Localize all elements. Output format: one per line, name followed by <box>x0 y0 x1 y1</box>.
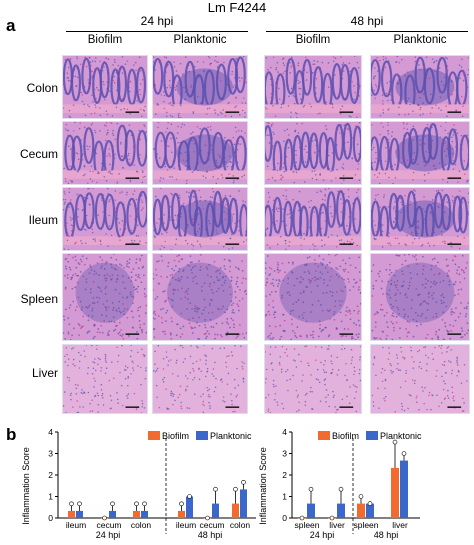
chart1-category-label-24hpi-colon: colon <box>131 520 152 530</box>
chart1-category-label-48hpi-ileum: ileum <box>176 520 196 530</box>
chart1-group-label-24hpi: 24 hpi <box>96 530 121 540</box>
chart1-category-label-24hpi-cecum: cecum <box>96 520 121 530</box>
chart1-bar-planktonic-48hpi-ileum <box>186 496 193 518</box>
chart2-group-label-24hpi: 24 hpi <box>310 530 335 540</box>
chart1-ylabel: Inflammation Score <box>21 447 31 525</box>
col-head-biofilm-48: Biofilm <box>295 34 331 46</box>
chart1-category-label-48hpi-colon: colon <box>230 520 251 530</box>
histology-image-liver-planktonic-24 <box>152 344 248 414</box>
chart1-legend-swatch-biofilm <box>148 431 160 440</box>
chart1-legend-swatch-planktonic <box>196 431 208 440</box>
chart1-bar-biofilm-24hpi-ileum <box>68 510 75 518</box>
row-label-ileum: Ileum <box>28 213 58 227</box>
histology-image-liver-planktonic-48 <box>370 344 470 414</box>
row-label-cecum: Cecum <box>19 147 58 161</box>
chart1-legend-label-biofilm: Biofilm <box>162 431 189 441</box>
chart1-group-label-48hpi: 48 hpi <box>198 530 223 540</box>
timepoint-48-rule <box>266 31 468 32</box>
panel-b-letter: b <box>6 425 17 444</box>
chart1-category-label-48hpi-cecum: cecum <box>199 520 224 530</box>
chart2-legend-label-biofilm: Biofilm <box>332 431 359 441</box>
chart1-ytick-label-2: 2 <box>48 470 53 480</box>
histology-image-liver-biofilm-24 <box>62 344 148 414</box>
chart2-category-label-24hpi-spleen: spleen <box>294 520 319 530</box>
chart2-bar-planktonic-24hpi-spleen <box>307 503 315 518</box>
chart2-legend-label-planktonic: Planktonic <box>380 431 422 441</box>
chart1-bar-planktonic-24hpi-colon <box>141 510 148 518</box>
col-head-planktonic-48: Planktonic <box>393 34 447 46</box>
strain-title: Lm F4244 <box>207 0 267 15</box>
chart2-bar-biofilm-48hpi-liver <box>391 467 399 518</box>
chart1-bar-biofilm-24hpi-colon <box>133 510 140 518</box>
histology-image-cecum-planktonic-48 <box>370 121 470 185</box>
histology-image-ileum-planktonic-24 <box>152 187 248 251</box>
chart1-bar-biofilm-48hpi-ileum <box>178 510 185 518</box>
chart1-bar-biofilm-48hpi-colon <box>232 503 239 518</box>
chart2-legend-swatch-biofilm <box>318 431 330 440</box>
chart2-ytick-label-2: 2 <box>282 470 287 480</box>
histology-image-colon-biofilm-48 <box>264 55 362 119</box>
row-label-liver: Liver <box>31 366 58 380</box>
chart1-bar-planktonic-48hpi-colon <box>240 489 247 518</box>
histology-image-ileum-biofilm-48 <box>264 187 362 251</box>
histology-image-cecum-biofilm-24 <box>62 121 148 185</box>
chart2-bar-planktonic-48hpi-liver <box>400 460 408 518</box>
histology-image-liver-biofilm-48 <box>264 344 362 414</box>
panel-b-charts: Inflammation Score 0 1 2 3 4 Biofilm Plankto… <box>21 427 422 540</box>
histology-image-spleen-planktonic-48 <box>370 253 470 341</box>
chart2-bar-planktonic-24hpi-liver <box>337 503 345 518</box>
histology-image-ileum-biofilm-24 <box>62 187 148 251</box>
chart2-category-label-48hpi-spleen: spleen <box>353 520 378 530</box>
chart1-category-label-24hpi-ileum: ileum <box>66 520 86 530</box>
histology-image-colon-planktonic-48 <box>370 55 470 119</box>
histology-image-cecum-biofilm-48 <box>264 121 362 185</box>
chart1-legend: Biofilm Planktonic <box>148 431 252 441</box>
histology-image-spleen-planktonic-24 <box>152 253 248 341</box>
chart1-legend-label-planktonic: Planktonic <box>210 431 252 441</box>
chart1-ytick-label-4: 4 <box>48 427 53 437</box>
chart2-legend: Biofilm Planktonic <box>318 431 422 441</box>
chart2-ytick-label-3: 3 <box>282 449 287 459</box>
chart2-ytick-label-4: 4 <box>282 427 287 437</box>
chart2-bar-planktonic-48hpi-spleen <box>366 503 374 518</box>
chart2-bar-biofilm-48hpi-spleen <box>357 503 365 518</box>
chart2-group-label-48hpi: 48 hpi <box>374 530 399 540</box>
chart2-category-label-24hpi-liver: liver <box>329 520 345 530</box>
timepoint-48-header: 48 hpi <box>350 14 384 28</box>
chart1-ytick-label-3: 3 <box>48 449 53 459</box>
timepoint-24-rule <box>66 31 248 32</box>
chart1-y-axis: 0 1 2 3 4 <box>48 427 58 523</box>
chart1-ytick-label-0: 0 <box>48 513 53 523</box>
chart1-ytick-label-1: 1 <box>48 492 53 502</box>
panel-a-letter: a <box>6 16 16 35</box>
col-head-biofilm-24: Biofilm <box>87 34 123 46</box>
chart2-ytick-label-1: 1 <box>282 492 287 502</box>
chart1-bar-planktonic-48hpi-cecum <box>212 503 219 518</box>
histology-image-colon-biofilm-24 <box>62 55 148 119</box>
histology-image-cecum-planktonic-24 <box>152 121 248 185</box>
col-head-planktonic-24: Planktonic <box>173 34 227 46</box>
timepoint-24-header: 24 hpi <box>140 14 174 28</box>
chart2-category-label-48hpi-liver: liver <box>392 520 408 530</box>
chart2-y-axis: 0 1 2 3 4 <box>282 427 292 523</box>
histology-image-spleen-biofilm-48 <box>264 253 362 341</box>
chart1-bar-planktonic-24hpi-ileum <box>76 510 83 518</box>
chart2-ytick-label-0: 0 <box>282 513 287 523</box>
row-label-spleen: Spleen <box>20 292 58 306</box>
row-label-colon: Colon <box>26 81 58 95</box>
chart1-bar-planktonic-24hpi-cecum <box>109 510 116 518</box>
histology-image-colon-planktonic-24 <box>152 55 248 119</box>
chart2-ylabel: Inflammation Score <box>258 447 268 525</box>
histology-image-ileum-planktonic-48 <box>370 187 470 251</box>
chart2-legend-swatch-planktonic <box>366 431 378 440</box>
histology-image-spleen-biofilm-24 <box>62 253 148 341</box>
